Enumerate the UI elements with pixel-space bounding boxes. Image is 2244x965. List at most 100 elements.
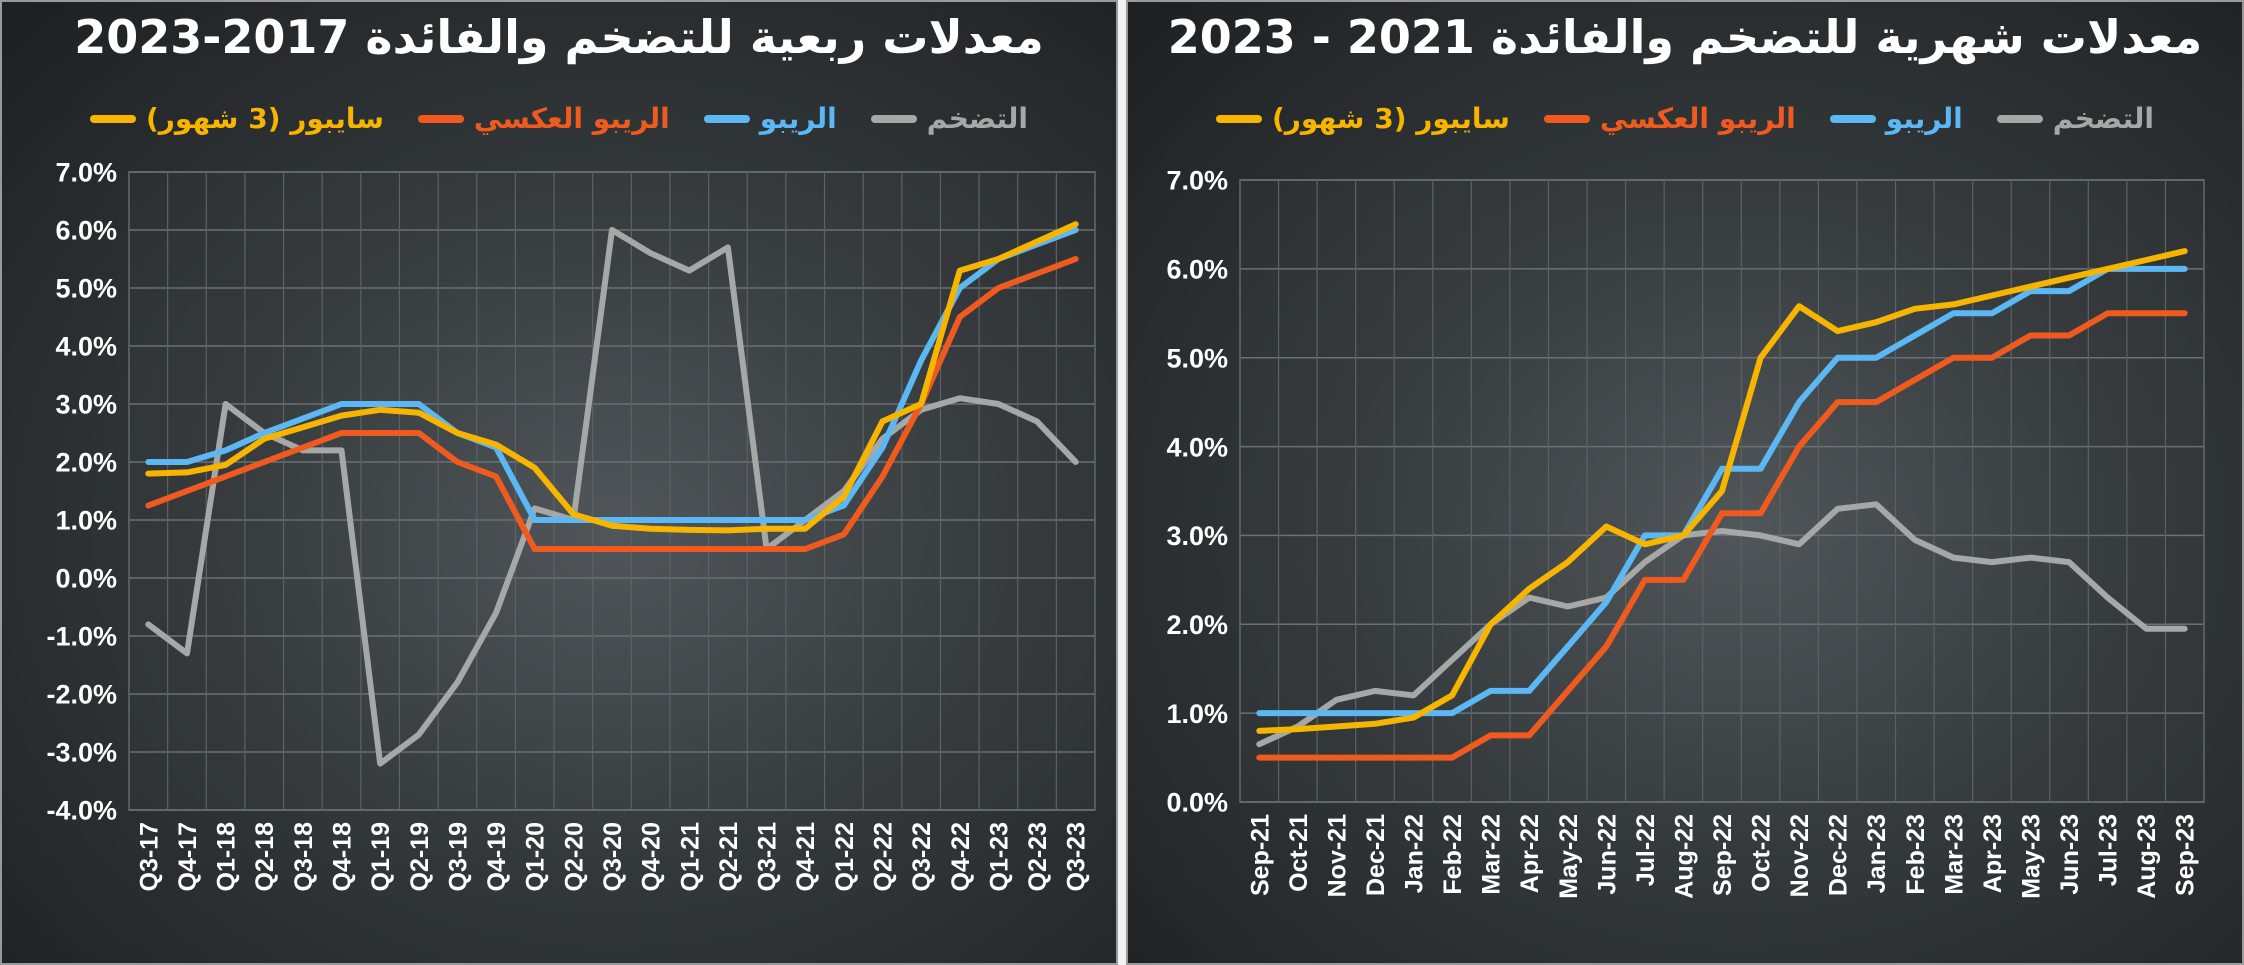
y-tick-label: 2.0% [1166, 610, 1228, 640]
x-tick-label: Q2-18 [251, 822, 279, 892]
y-tick-label: 1.0% [1166, 699, 1228, 729]
y-tick-label: 0.0% [1166, 788, 1228, 818]
legend-swatch [1829, 114, 1876, 123]
legend-swatch [417, 114, 464, 123]
y-tick-label: 6.0% [1166, 255, 1228, 285]
series-line [1256, 501, 2188, 748]
chart-title: معدلات شهرية للتضخم والفائدة 2021 - 2023 [1167, 10, 2203, 64]
quarterly-plot: 7.0% 6.0% 5.0% 4.0% 3.0% 2.0% 1.0% 0.0% -1.0% -2.… [46, 158, 1096, 892]
series-line [1256, 310, 2188, 761]
x-tick-label: Aug-22 [1670, 814, 1698, 899]
x-tick-label: Dec-22 [1825, 814, 1853, 896]
legend-label: سايبور (3 شهور) [1271, 102, 1510, 135]
x-tick-label: Q4-19 [483, 822, 511, 891]
y-tick-label: 2.0% [55, 448, 117, 478]
y-tick-label: 3.0% [1166, 521, 1228, 551]
x-tick-label: Q2-23 [1024, 822, 1052, 891]
y-tick-label: 1.0% [55, 506, 117, 536]
x-tick-label: May-22 [1555, 814, 1583, 899]
x-tick-label: Q1-19 [367, 822, 395, 891]
x-tick-label: Q3-17 [135, 822, 163, 891]
x-tick-label: Q1-23 [985, 822, 1013, 891]
series-line [1256, 265, 2188, 717]
legend-swatch [1215, 114, 1262, 123]
x-tick-label: Jun-22 [1593, 814, 1621, 895]
x-tick-label: Jul-22 [1632, 814, 1660, 886]
y-tick-label: 4.0% [1166, 432, 1228, 462]
x-tick-label: Feb-22 [1439, 814, 1467, 895]
x-tick-label: Q3-22 [908, 822, 936, 891]
x-tick-label: Apr-23 [1979, 814, 2007, 893]
y-tick-label: -2.0% [46, 680, 117, 710]
x-tick-label: Q2-21 [715, 822, 743, 892]
x-tick-label: Sep-22 [1709, 814, 1737, 896]
legend-item-inflation: التضخم [870, 102, 1029, 135]
x-tick-label: Q4-22 [947, 822, 975, 891]
legend-swatch [870, 114, 917, 123]
x-tick-label: Sep-21 [1246, 814, 1274, 896]
y-tick-label: -1.0% [46, 622, 117, 652]
x-tick-label: Q2-20 [560, 822, 588, 891]
series-line [145, 221, 1079, 534]
legend-item-saibor: سايبور (3 شهور) [1215, 102, 1510, 135]
y-tick-label: 3.0% [55, 390, 117, 420]
legend-item-reverse-repo: الريبو العكسي [1543, 102, 1796, 135]
chart-title: معدلات ربعية للتضخم والفائدة 2017-2023 [74, 10, 1044, 64]
x-tick-label: Apr-22 [1516, 814, 1544, 893]
x-tick-label: Nov-21 [1323, 814, 1351, 897]
x-tick-label: Mar-22 [1478, 814, 1506, 895]
x-tick-label: Q1-22 [831, 822, 859, 891]
legend-swatch [703, 114, 750, 123]
y-tick-label: 4.0% [55, 332, 117, 362]
x-tick-label: Jan-22 [1401, 814, 1429, 893]
x-tick-label: Q4-18 [329, 822, 357, 892]
x-tick-label: Q2-22 [869, 822, 897, 891]
x-tick-label: Dec-21 [1362, 814, 1390, 896]
legend-label: الريبو [1885, 102, 1963, 135]
monthly-chart-panel: معدلات شهرية للتضخم والفائدة 2021 - 2023… [1126, 0, 2244, 965]
y-tick-label: 5.0% [1166, 343, 1228, 373]
x-tick-label: Jul-23 [2095, 814, 2123, 886]
x-tick-label: Q1-18 [213, 822, 241, 892]
x-tick-label: Aug-23 [2133, 814, 2161, 899]
quarterly-chart-panel: معدلات ربعية للتضخم والفائدة 2017-2023 س… [0, 0, 1118, 965]
y-tick-label: 7.0% [1166, 166, 1228, 196]
x-tick-label: Q3-18 [290, 822, 318, 892]
y-tick-label: 7.0% [55, 158, 117, 188]
x-tick-label: Q1-21 [676, 822, 704, 892]
x-tick-label: Mar-23 [1940, 814, 1968, 895]
monthly-plot: 7.0% 6.0% 5.0% 4.0% 3.0% 2.0% 1.0% 0.0% Sep-21 Oc… [1166, 166, 2205, 899]
chart-legend: سايبور (3 شهور) الريبو العكسي الريبو الت… [1128, 102, 2242, 135]
legend-item-repo: الريبو [1829, 102, 1963, 135]
legend-label: التضخم [2052, 102, 2155, 135]
x-tick-label: Q3-19 [444, 822, 472, 891]
y-tick-label: 6.0% [55, 216, 117, 246]
chart-legend: سايبور (3 شهور) الريبو العكسي الريبو الت… [2, 102, 1116, 135]
legend-swatch [1996, 114, 2043, 123]
x-tick-label: Jun-23 [2056, 814, 2084, 895]
y-tick-label: -3.0% [46, 738, 117, 768]
series-line [1256, 248, 2188, 734]
x-tick-label: Q3-21 [754, 822, 782, 892]
y-tick-label: -4.0% [46, 796, 117, 826]
legend-item-saibor: سايبور (3 شهور) [89, 102, 384, 135]
legend-item-reverse-repo: الريبو العكسي [417, 102, 670, 135]
x-tick-label: Q3-23 [1063, 822, 1091, 891]
legend-swatch [1543, 114, 1590, 123]
x-tick-label: Q4-20 [638, 822, 666, 891]
x-tick-label: Q1-20 [522, 822, 550, 891]
x-tick-label: Q3-20 [599, 822, 627, 891]
x-tick-label: Nov-22 [1786, 814, 1814, 897]
legend-swatch [89, 114, 136, 123]
x-tick-label: Sep-23 [2172, 814, 2200, 896]
x-tick-label: Oct-22 [1748, 814, 1776, 892]
legend-item-repo: الريبو [703, 102, 837, 135]
legend-label: الريبو العكسي [1599, 102, 1796, 135]
x-tick-label: Feb-23 [1902, 814, 1930, 895]
x-tick-label: Q4-21 [792, 822, 820, 892]
series-line [145, 227, 1079, 523]
x-tick-label: Q4-17 [174, 822, 202, 891]
legend-label: التضخم [926, 102, 1029, 135]
y-tick-label: 5.0% [55, 274, 117, 304]
legend-label: سايبور (3 شهور) [145, 102, 384, 135]
